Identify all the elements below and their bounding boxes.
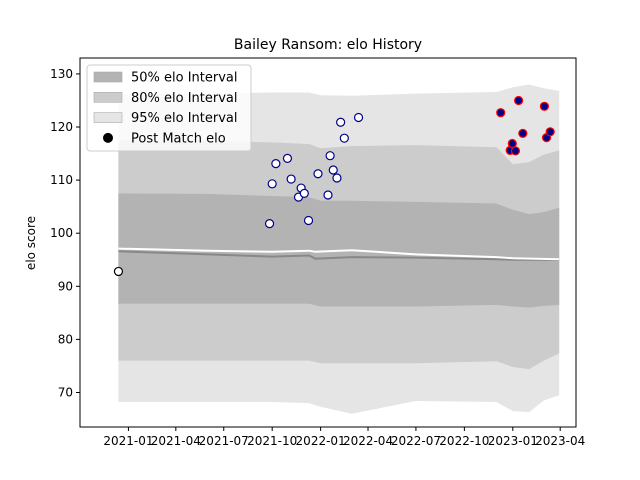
x-tick-label: 2022-10 (439, 434, 489, 448)
x-tick-label: 2021-07 (199, 434, 249, 448)
pre-match-elo-line (118, 247, 560, 261)
post-match-point-1-16 (339, 133, 349, 143)
post-match-point-1-1 (264, 219, 275, 229)
post-match-point-2-4 (510, 146, 521, 156)
x-tick-label: 2021-10 (247, 434, 297, 448)
legend-box (86, 64, 252, 152)
post-match-point-1-5 (286, 174, 296, 184)
post-match-point-1-4 (282, 153, 293, 163)
legend-swatch-3 (93, 112, 123, 123)
legend-label-2: 80% elo Interval (131, 91, 238, 106)
chart-title: Bailey Ransom: elo History (234, 37, 422, 53)
post-match-point-1-15 (336, 117, 346, 127)
x-tick-label: 2022-01 (296, 434, 346, 448)
legend-marker (103, 132, 113, 143)
y-axis: 70 80 90 100 110 120 130 (50, 67, 80, 399)
post-match-point-1-10 (313, 169, 323, 179)
legend: 50% elo Interval 80% elo Interval 95% elo … (86, 64, 252, 152)
x-tick-label: 2023-01 (488, 434, 538, 448)
y-tick-label: 90 (58, 279, 73, 293)
y-tick-label: 100 (50, 226, 73, 240)
y-tick-label: 110 (50, 173, 73, 187)
post-match-point-1-17 (353, 112, 364, 123)
x-tick-label: 2022-04 (343, 434, 393, 448)
post-match-point-1-11 (323, 190, 333, 200)
post-match-point-2-1 (496, 108, 506, 118)
legend-swatch-2 (93, 92, 123, 103)
y-axis-label: elo score (24, 216, 38, 270)
legend-label-4: Post Match elo (131, 131, 226, 146)
x-tick-label: 2021-01 (103, 434, 153, 448)
y-tick-label: 80 (58, 332, 73, 346)
post-match-points (113, 95, 555, 277)
y-tick-label: 70 (58, 385, 73, 399)
post-match-point-1-12 (325, 151, 335, 161)
y-tick-label: 120 (50, 120, 73, 134)
x-tick-label: 2022-07 (391, 434, 441, 448)
post-match-point-1-3 (271, 159, 281, 169)
post-match-point-1-8 (299, 188, 309, 198)
elo-lines (118, 247, 560, 261)
legend-swatch-1 (93, 71, 123, 83)
x-axis: 2021-012021-042021-072021-102022-012022-… (103, 427, 585, 448)
post-match-point-2-6 (518, 128, 528, 138)
y-tick-label: 130 (50, 67, 73, 81)
mean-elo-line (118, 250, 560, 261)
post-match-point-1-9 (303, 215, 314, 226)
confidence-bands (118, 84, 560, 414)
post-match-point-2-3 (507, 138, 517, 149)
post-match-point-1-13 (328, 165, 338, 175)
x-tick-label: 2021-04 (151, 434, 201, 448)
post-match-point-2-9 (545, 127, 555, 137)
plot-frame (79, 57, 577, 428)
post-match-point-1-14 (332, 173, 342, 183)
post-match-point-2-7 (539, 101, 550, 111)
legend-label-1: 50% elo Interval (131, 71, 238, 86)
legend-label-3: 95% elo Interval (131, 111, 238, 126)
initial-elo-point (113, 266, 124, 277)
post-match-point-2-5 (514, 95, 524, 106)
post-match-point-1-2 (267, 179, 277, 189)
x-tick-label: 2023-04 (535, 434, 585, 448)
